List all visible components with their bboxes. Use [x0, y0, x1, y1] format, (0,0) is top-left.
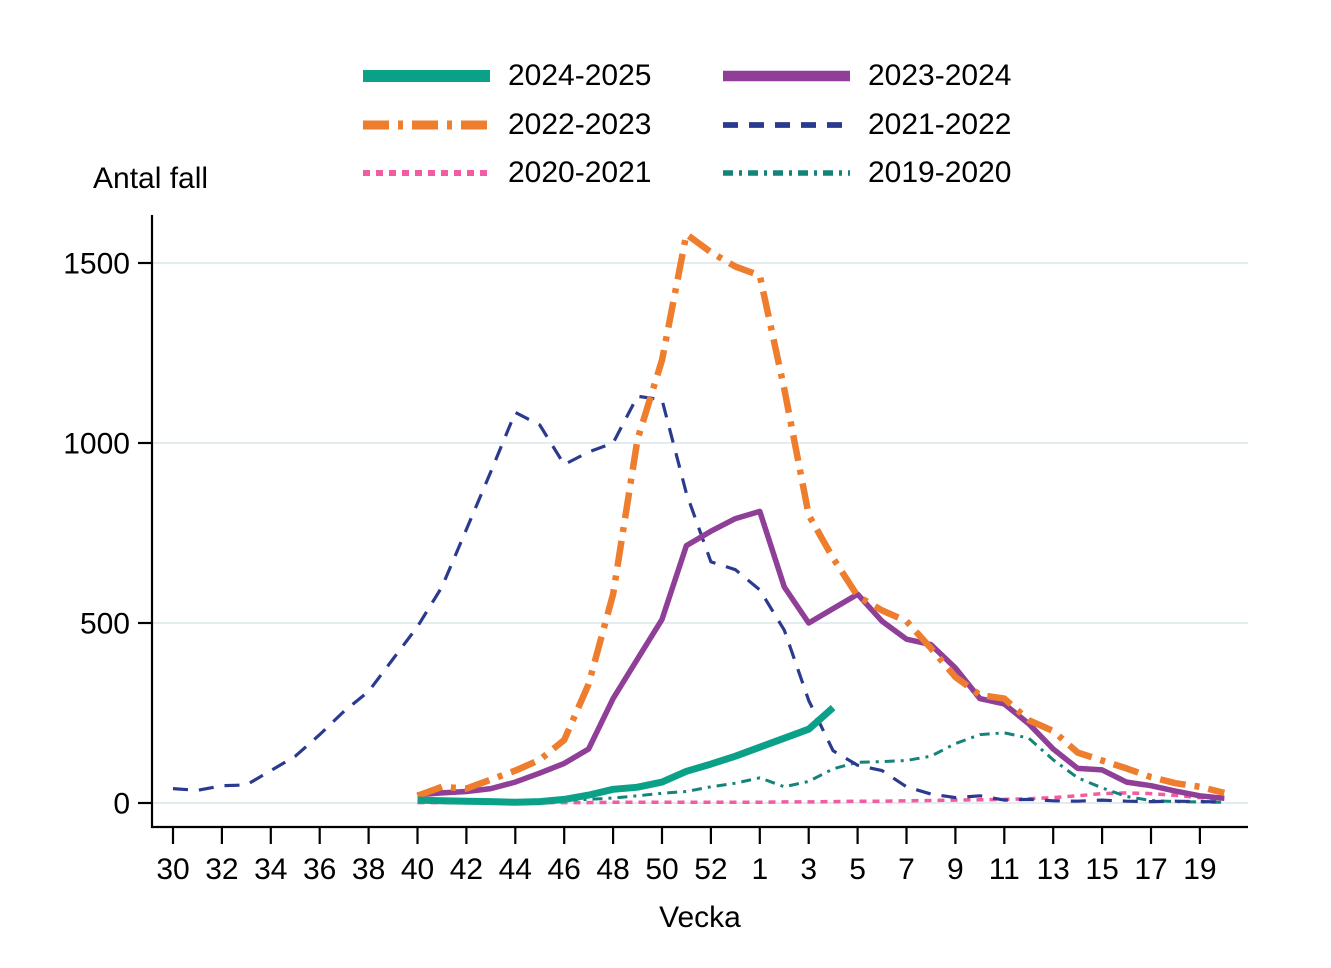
- gridlines: [152, 262, 1248, 804]
- x-tick-label-52: 52: [694, 853, 727, 886]
- x-tick-label-40: 40: [401, 853, 434, 886]
- x-tick-label-1: 1: [751, 853, 768, 886]
- x-tick-label-7: 7: [898, 853, 915, 886]
- legend-item-2020-2021: 2020-2021: [363, 156, 651, 190]
- x-tick-label-11: 11: [989, 853, 1020, 886]
- legend-swatch-2024-2025-icon: [363, 70, 490, 82]
- legend-swatch-2019-2020-icon: [723, 170, 850, 176]
- x-tick-label-50: 50: [645, 853, 678, 886]
- legend-swatch-2021-2022-icon: [723, 121, 850, 128]
- x-tick-label-13: 13: [1037, 853, 1070, 886]
- legend-label-2024-2025: 2024-2025: [508, 59, 652, 92]
- legend-item-2021-2022: 2021-2022: [723, 108, 1011, 142]
- x-tick-label-17: 17: [1134, 853, 1167, 886]
- series-lines: [172, 230, 1226, 806]
- series-line-2022-2023: [416, 230, 1226, 799]
- y-tick-label-1000: 1000: [63, 428, 130, 461]
- x-tick-label-19: 19: [1183, 853, 1216, 886]
- y-tick-label-500: 500: [80, 608, 130, 641]
- x-tick-label-32: 32: [205, 853, 238, 886]
- x-tick-label-34: 34: [254, 853, 287, 886]
- x-tick-label-46: 46: [548, 853, 581, 886]
- x-tick-label-44: 44: [499, 853, 532, 886]
- series-line-2021-2022: [172, 394, 1225, 804]
- y-tick-label-0: 0: [113, 788, 130, 821]
- x-tick-label-30: 30: [156, 853, 189, 886]
- y-axis-title: Antal fall: [93, 162, 209, 195]
- x-axis-title: Vecka: [659, 901, 741, 934]
- legend-label-2020-2021: 2020-2021: [508, 156, 652, 189]
- x-tick-label-15: 15: [1085, 853, 1118, 886]
- legend-swatch-2023-2024-icon: [723, 70, 850, 82]
- x-tick-label-3: 3: [800, 853, 817, 886]
- legend-swatch-2022-2023-icon: [363, 120, 490, 129]
- x-tick-label-42: 42: [450, 853, 483, 886]
- x-tick-label-38: 38: [352, 853, 385, 886]
- y-tick-label-1500: 1500: [63, 248, 130, 281]
- legend-label-2022-2023: 2022-2023: [508, 107, 652, 141]
- x-tick-label-36: 36: [303, 853, 336, 886]
- series-line-2024-2025: [417, 704, 836, 806]
- legend-label-2023-2024: 2023-2024: [868, 59, 1012, 92]
- x-tick-label-48: 48: [596, 853, 629, 886]
- legend-item-2023-2024: 2023-2024: [723, 59, 1011, 93]
- legend-item-2024-2025: 2024-2025: [363, 59, 651, 93]
- series-line-2023-2024: [417, 508, 1225, 802]
- legend-item-2019-2020: 2019-2020: [723, 156, 1011, 190]
- x-tick-label-5: 5: [849, 853, 866, 886]
- x-tick-label-9: 9: [947, 853, 964, 886]
- legend-label-2021-2022: 2021-2022: [868, 107, 1012, 141]
- chart-legend: 2024-2025 2023-2024 2022-2023 2021-2022 2020…: [0, 0, 1331, 210]
- legend-swatch-2020-2021-icon: [363, 170, 490, 176]
- legend-label-2019-2020: 2019-2020: [868, 156, 1012, 189]
- legend-item-2022-2023: 2022-2023: [363, 108, 651, 142]
